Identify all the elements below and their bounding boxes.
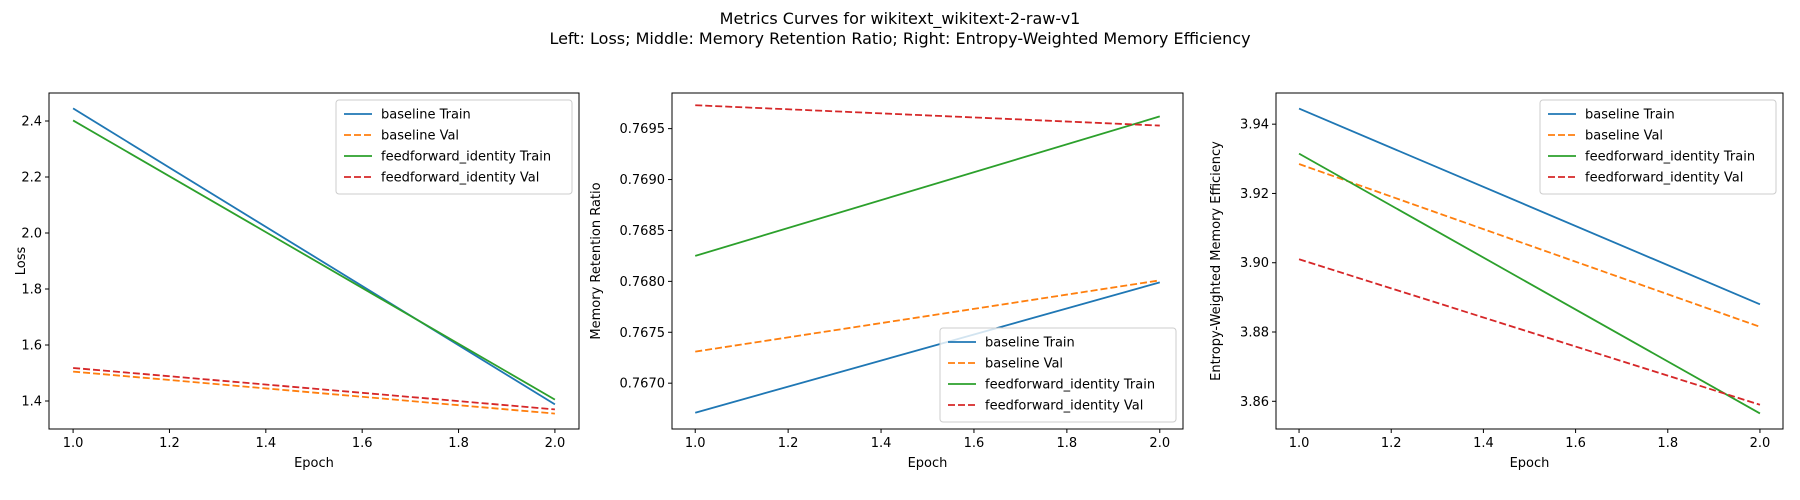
x-tick-label: 1.0 [685,436,706,451]
y-tick-label: 0.7695 [620,122,666,137]
x-tick-label: 1.6 [964,436,985,451]
x-tick-label: 1.8 [448,436,469,451]
series-line-baseline-train [694,281,1161,414]
series-line-baseline-train [1298,107,1761,306]
figure-subtitle: Left: Loss; Middle: Memory Retention Rat… [549,29,1251,48]
plot-frame [671,92,1184,430]
x-tick-label: 1.2 [159,436,180,451]
series-line-feedforward-identity-train [694,115,1161,257]
series-line-feedforward-identity-train [72,119,556,401]
series-line-feedforward-identity-train [1298,152,1761,415]
x-axis-label: Epoch [294,456,334,471]
x-tick-label: 1.4 [1473,436,1494,451]
legend-label-baseline-train: baseline Train [1585,108,1675,123]
y-tick-label: 3.90 [1240,256,1269,271]
series-line-feedforward-identity-val [695,104,1160,127]
series-line-feedforward-identity-val [1298,258,1761,406]
y-tick-label: 0.7680 [620,275,666,290]
y-axis-label: Memory Retention Ratio [589,182,604,339]
legend-label-feedforward-identity-val: feedforward_identity Val [1585,171,1743,186]
x-tick-label: 1.2 [778,436,799,451]
legend-label-feedforward-identity-val: feedforward_identity Val [381,171,539,186]
legend-box [335,99,573,195]
legend: baseline Train baseline Val feedforward_id… [939,327,1177,423]
legend-label-baseline-train: baseline Train [985,336,1075,351]
y-tick-label: 3.86 [1240,395,1269,410]
y-tick-label: 0.7670 [620,377,666,392]
legend-label-baseline-train: baseline Train [381,108,471,123]
legend-label-baseline-val: baseline Val [985,357,1063,372]
series-line-feedforward-identity-val [73,367,555,411]
x-tick-label: 1.2 [1381,436,1402,451]
y-tick-label: 1.6 [21,339,42,354]
y-tick-label: 2.0 [21,227,42,242]
y-axis-label: Loss [14,247,29,276]
x-tick-label: 2.0 [1149,436,1170,451]
y-tick-label: 0.7675 [620,326,666,341]
x-axis-label: Epoch [908,456,948,471]
legend: baseline Train baseline Val feedforward_id… [1539,99,1777,195]
y-tick-label: 3.92 [1240,187,1269,202]
series-line-baseline-val [1298,163,1761,328]
chart-panel-2: 1.0 1.2 1.4 1.6 1.8 2.0 0.7670 0.7675 0.7680 0.76… [589,92,1184,471]
y-tick-label: 3.88 [1240,326,1269,341]
legend: baseline Train baseline Val feedforward_id… [335,99,573,195]
x-tick-label: 1.4 [871,436,892,451]
figure-title: Metrics Curves for wikitext_wikitext-2-r… [719,9,1081,28]
x-tick-label: 1.4 [255,436,276,451]
plot-frame [1275,92,1784,430]
plot-frame [48,92,580,430]
x-tick-label: 1.0 [1289,436,1310,451]
x-tick-label: 1.0 [63,436,84,451]
legend-label-feedforward-identity-train: feedforward_identity Train [985,378,1155,393]
series-line-baseline-val [73,370,555,415]
legend-label-feedforward-identity-val: feedforward_identity Val [985,399,1143,414]
legend-label-baseline-val: baseline Val [381,129,459,144]
legend-box [939,327,1177,423]
y-tick-label: 0.7685 [620,224,666,239]
x-tick-label: 2.0 [1750,436,1771,451]
x-tick-label: 1.6 [352,436,373,451]
x-tick-label: 1.6 [1565,436,1586,451]
y-tick-label: 2.4 [21,115,42,130]
x-tick-label: 2.0 [545,436,566,451]
y-axis-label: Entropy-Weighted Memory Efficiency [1209,141,1224,381]
legend-label-feedforward-identity-train: feedforward_identity Train [381,150,551,165]
chart-panel-1: 1.0 1.2 1.4 1.6 1.8 2.0 1.4 1.6 1.8 2.0 2.2 2.4 Epoc… [14,92,580,471]
x-axis-label: Epoch [1510,456,1550,471]
legend-label-feedforward-identity-train: feedforward_identity Train [1585,150,1755,165]
series-line-baseline-val [695,279,1160,353]
x-tick-label: 1.8 [1057,436,1078,451]
x-tick-label: 1.8 [1657,436,1678,451]
legend-box [1539,99,1777,195]
y-tick-label: 1.4 [21,395,42,410]
series-line-baseline-train [72,107,556,406]
legend-label-baseline-val: baseline Val [1585,129,1663,144]
y-tick-label: 3.94 [1240,118,1269,133]
y-tick-label: 0.7690 [620,173,666,188]
chart-panel-3: 1.0 1.2 1.4 1.6 1.8 2.0 3.86 3.88 3.90 3.92 3.94 Ep… [1209,92,1784,471]
y-tick-label: 1.8 [21,283,42,298]
y-tick-label: 2.2 [21,171,42,186]
